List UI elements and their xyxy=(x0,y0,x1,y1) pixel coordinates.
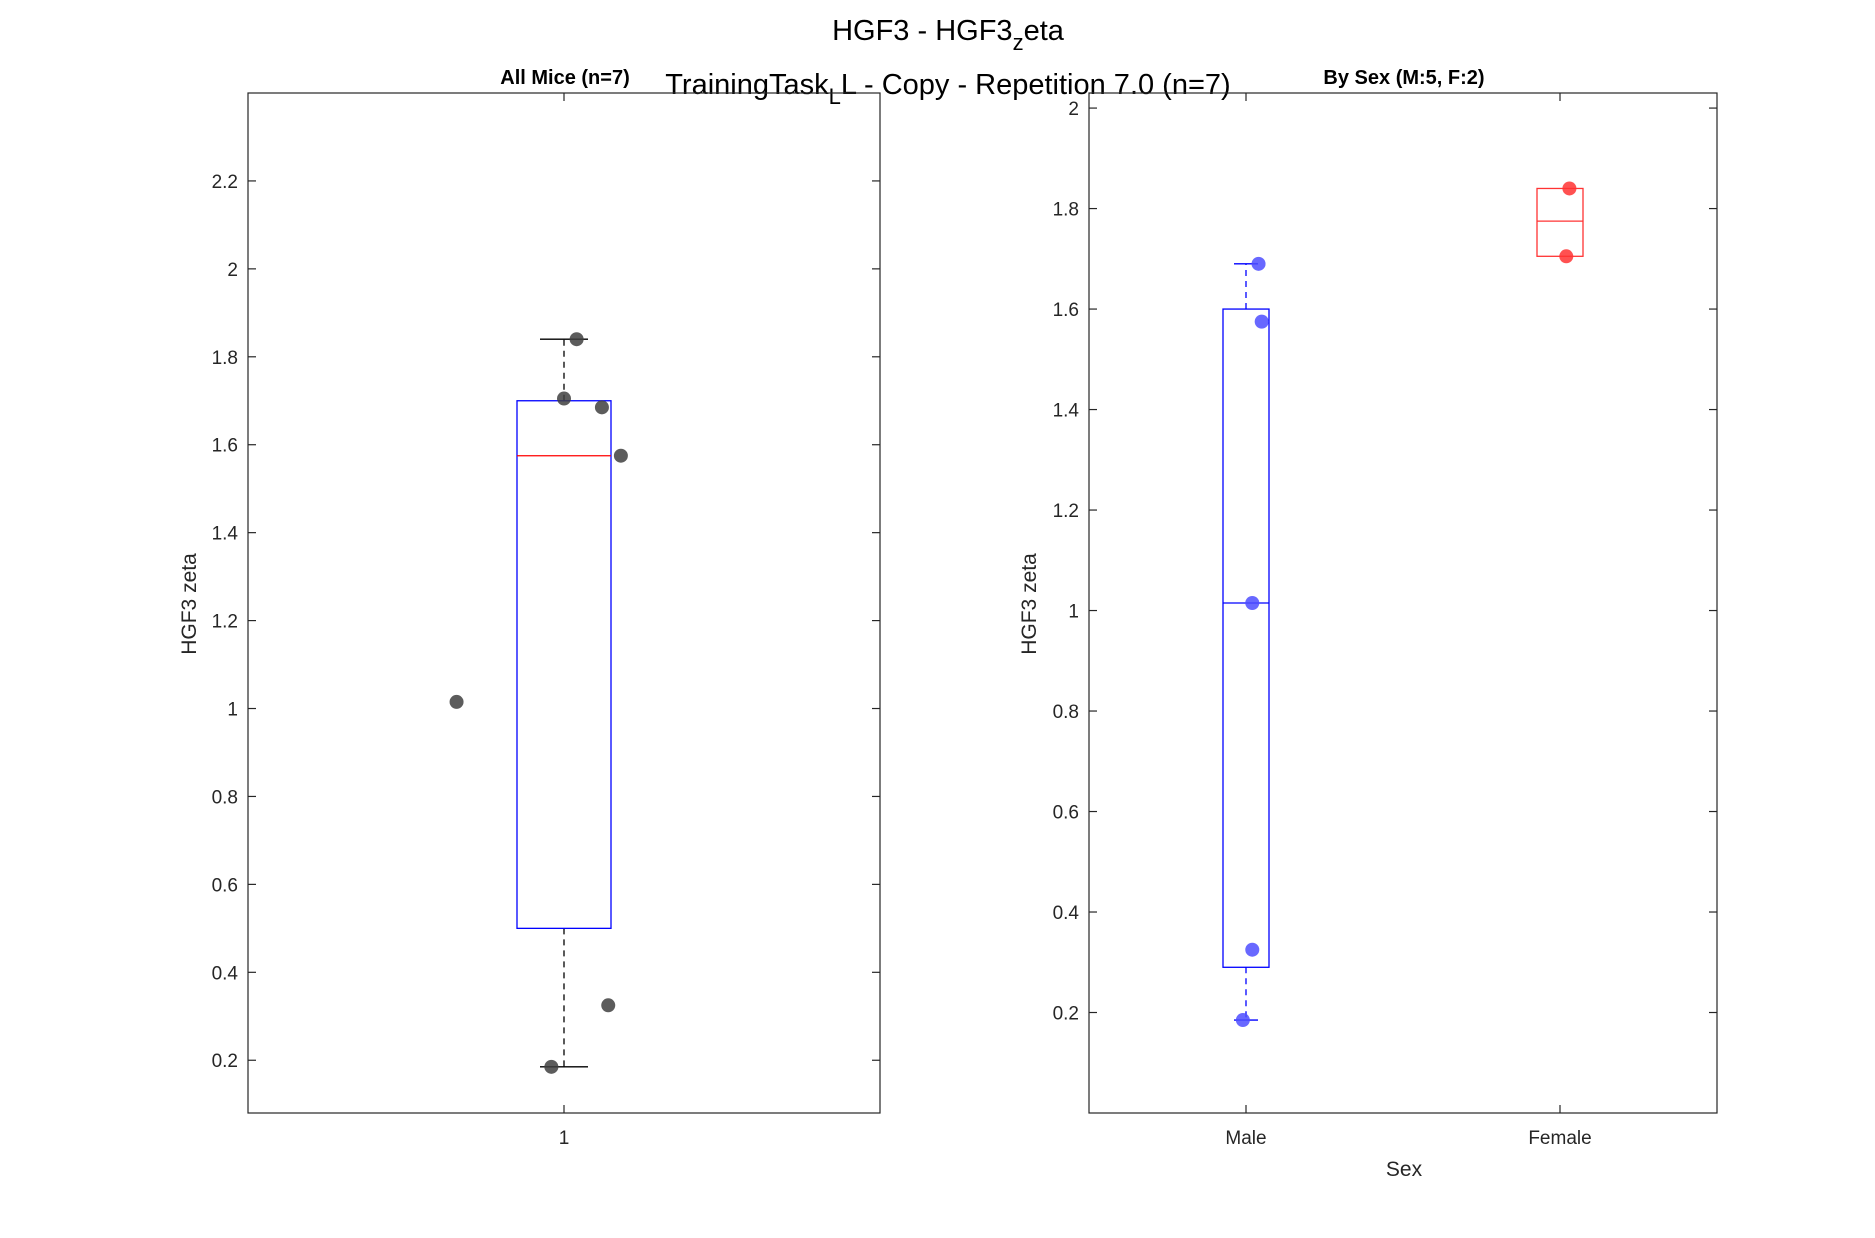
figure-title: HGF3 - HGF3zeta xyxy=(832,15,1065,55)
all-mice-y-tick-label: 1 xyxy=(227,700,238,721)
by-sex-data-point-female xyxy=(1562,181,1577,196)
all-mice-y-tick-label: 1.4 xyxy=(212,524,239,545)
by-sex-y-axis-label: HGF3 zeta xyxy=(1018,553,1041,655)
by-sex-plot: By Sex (M:5, F:2) HGF3 zeta Sex 0.2 0.4 0.… xyxy=(1018,67,1718,1181)
by-sex-y-tick-label: 0.4 xyxy=(1053,903,1080,924)
by-sex-x-axis-label: Sex xyxy=(1386,1158,1423,1181)
all-mice-data-point xyxy=(613,448,628,463)
by-sex-data-point-male xyxy=(1251,256,1266,271)
all-mice-x-tick-label: 1 xyxy=(559,1128,570,1149)
figure-title-subscript: z xyxy=(1013,30,1024,55)
all-mice-y-tick-label: 0.2 xyxy=(212,1051,238,1072)
by-sex-data-point-male xyxy=(1235,1013,1250,1028)
by-sex-y-tick-label: 1.4 xyxy=(1053,401,1080,422)
all-mice-data-point xyxy=(594,400,609,415)
all-mice-y-tick-label: 2.2 xyxy=(212,172,238,193)
by-sex-data-point-male xyxy=(1245,942,1260,957)
by-sex-data-point-male xyxy=(1254,314,1269,329)
by-sex-y-tick-label: 0.8 xyxy=(1053,702,1079,723)
by-sex-axes-frame xyxy=(1088,92,1718,1114)
all-mice-y-tick-label: 0.4 xyxy=(212,963,239,984)
all-mice-y-tick-label: 1.2 xyxy=(212,612,238,633)
all-mice-data-point xyxy=(544,1059,559,1074)
figure-subtitle-main: TrainingTask xyxy=(665,69,829,101)
all-mice-title: All Mice (n=7) xyxy=(500,67,629,89)
all-mice-plot: All Mice (n=7) HGF3 zeta 0.2 0.4 0.6 0.8 1 1.… xyxy=(178,67,881,1149)
all-mice-data-point xyxy=(557,391,571,406)
figure-title-main: HGF3 - HGF3 xyxy=(832,15,1012,47)
by-sex-y-tick-label: 2 xyxy=(1068,99,1079,120)
all-mice-data-point xyxy=(601,998,616,1013)
figure-subtitle-tail: L - Copy - Repetition 7.0 (n=7) xyxy=(841,69,1231,101)
all-mice-y-tick-label: 1.8 xyxy=(212,348,238,369)
all-mice-data-point xyxy=(449,694,464,709)
by-sex-y-tick-label: 1.2 xyxy=(1053,501,1079,522)
all-mice-y-axis-label: HGF3 zeta xyxy=(178,553,201,655)
all-mice-y-tick-label: 1.6 xyxy=(212,436,238,457)
all-mice-y-tick-label: 0.8 xyxy=(212,787,238,808)
figure-title-tail: eta xyxy=(1024,15,1065,47)
figure-subtitle-subscript: L xyxy=(829,84,841,109)
by-sex-y-tick-label: 1.6 xyxy=(1053,300,1079,321)
all-mice-y-tick-label: 0.6 xyxy=(212,875,238,896)
all-mice-y-tick-label: 2 xyxy=(227,260,238,281)
by-sex-y-tick-label: 0.2 xyxy=(1053,1004,1079,1025)
figure-subtitle: TrainingTaskLL - Copy - Repetition 7.0 (… xyxy=(665,69,1230,109)
by-sex-male-box xyxy=(1222,308,1270,968)
by-sex-y-tick-label: 0.6 xyxy=(1053,803,1079,824)
by-sex-y-tick-label: 1 xyxy=(1068,602,1079,623)
by-sex-x-tick-label: Male xyxy=(1225,1128,1266,1149)
by-sex-x-tick-label: Female xyxy=(1528,1128,1591,1149)
by-sex-y-tick-label: 1.8 xyxy=(1053,200,1079,221)
by-sex-data-point-female xyxy=(1559,249,1574,264)
by-sex-title: By Sex (M:5, F:2) xyxy=(1323,67,1484,89)
all-mice-data-point xyxy=(569,332,584,347)
by-sex-data-point-male xyxy=(1245,596,1260,610)
